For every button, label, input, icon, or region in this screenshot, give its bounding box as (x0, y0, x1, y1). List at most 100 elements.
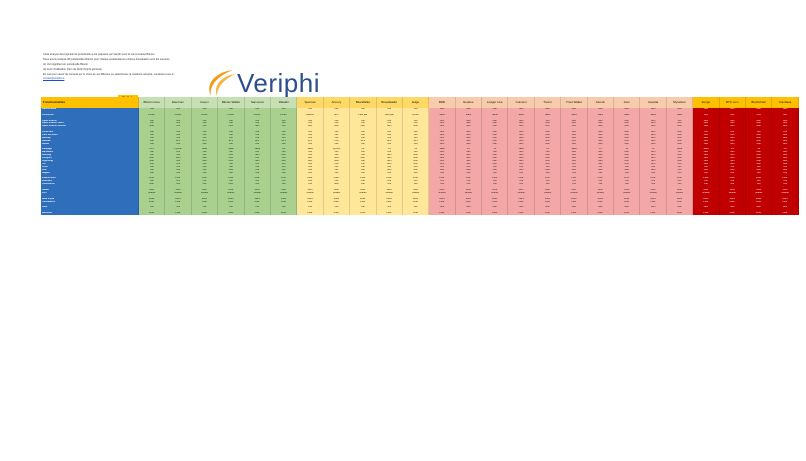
table-cell[interactable]: Non (297, 125, 324, 129)
table-cell[interactable] (772, 203, 799, 207)
table-cell[interactable]: JS (640, 148, 667, 152)
table-cell[interactable]: Oui (165, 183, 192, 187)
table-cell[interactable] (719, 145, 746, 149)
table-cell[interactable]: N/A (745, 113, 773, 117)
table-cell[interactable]: Non (666, 206, 694, 210)
table-cell[interactable]: Actif (693, 188, 720, 192)
table-cell[interactable]: Actif (402, 188, 430, 192)
table-cell[interactable]: Oui (402, 171, 430, 175)
table-cell[interactable]: Actif (534, 188, 562, 192)
table-cell[interactable]: Plus. (270, 212, 298, 215)
table-cell[interactable]: Non (561, 134, 588, 137)
table-cell[interactable] (719, 209, 746, 213)
table-cell[interactable]: Oui (191, 136, 219, 140)
table-cell[interactable]: Java (429, 148, 456, 152)
table-cell[interactable] (376, 174, 403, 178)
table-cell[interactable]: Actif (561, 188, 588, 192)
table-cell[interactable] (297, 116, 324, 120)
table-cell[interactable]: Plus. (614, 200, 641, 204)
table-cell[interactable] (693, 110, 720, 114)
table-cell[interactable]: Oui (640, 180, 667, 184)
table-cell[interactable] (614, 110, 641, 114)
table-cell[interactable] (244, 186, 271, 189)
table-cell[interactable]: Oui (165, 154, 192, 158)
table-cell[interactable]: JS (455, 148, 483, 152)
table-cell[interactable]: Oui (323, 206, 351, 210)
table-cell[interactable] (429, 174, 456, 178)
table-cell[interactable]: Plus. (165, 212, 192, 215)
table-cell[interactable] (614, 116, 641, 120)
table-cell[interactable]: SPV (350, 139, 377, 143)
table-cell[interactable]: Oui (429, 171, 456, 175)
table-cell[interactable]: Oui (218, 108, 245, 111)
table-cell[interactable] (270, 203, 298, 207)
table-cell[interactable]: Oui (297, 206, 324, 210)
table-cell[interactable]: Non (693, 154, 720, 158)
table-cell[interactable]: Oui (244, 162, 271, 166)
table-cell[interactable]: Non (508, 119, 535, 123)
table-cell[interactable]: Oui (534, 119, 562, 123)
table-cell[interactable] (561, 209, 588, 213)
table-cell[interactable]: Actif (719, 188, 746, 192)
table-cell[interactable] (323, 203, 351, 207)
table-cell[interactable] (482, 116, 509, 120)
table-cell[interactable]: Sans (508, 113, 535, 117)
table-cell[interactable]: 2021 (561, 197, 588, 201)
table-cell[interactable] (587, 110, 615, 114)
table-cell[interactable]: Oui (165, 134, 192, 137)
table-cell[interactable]: Non (587, 122, 615, 126)
column-header[interactable]: Guarda (640, 97, 667, 108)
table-cell[interactable]: Non (376, 162, 403, 166)
table-cell[interactable] (191, 203, 219, 207)
table-cell[interactable] (561, 145, 588, 149)
table-cell[interactable]: Java (191, 148, 219, 152)
table-cell[interactable]: Gratuit (693, 191, 720, 195)
table-cell[interactable]: Non (534, 160, 562, 163)
table-cell[interactable]: Oui (323, 171, 351, 175)
table-cell[interactable]: Non (745, 151, 773, 155)
table-cell[interactable]: Oui (297, 108, 324, 111)
table-cell[interactable] (165, 209, 192, 213)
table-cell[interactable]: Non (429, 119, 456, 123)
column-header[interactable]: Mycelium (666, 97, 694, 108)
table-cell[interactable]: Oui (244, 122, 271, 126)
table-cell[interactable]: Non (218, 160, 245, 163)
table-cell[interactable] (587, 209, 615, 213)
table-cell[interactable]: Non (508, 136, 535, 140)
table-cell[interactable]: Non (745, 168, 773, 172)
column-header[interactable]: Ledger Live (482, 97, 509, 108)
table-cell[interactable] (376, 145, 403, 149)
table-cell[interactable]: Non (218, 125, 245, 129)
table-cell[interactable]: Plus. (534, 177, 562, 181)
table-cell[interactable] (139, 174, 166, 178)
table-cell[interactable]: Plus. (482, 200, 509, 204)
table-cell[interactable] (244, 116, 271, 120)
table-cell[interactable]: 2021 (165, 197, 192, 201)
table-cell[interactable]: Oui (561, 165, 588, 169)
table-cell[interactable]: Oui (297, 162, 324, 166)
table-cell[interactable]: 2021 (482, 197, 509, 201)
table-cell[interactable]: 2021 (297, 197, 324, 201)
table-cell[interactable]: Oui (270, 108, 298, 111)
table-cell[interactable]: Non (429, 206, 456, 210)
table-cell[interactable]: Non (719, 136, 746, 140)
table-cell[interactable]: Gratuit (165, 191, 192, 195)
table-cell[interactable]: Non (561, 168, 588, 172)
table-cell[interactable]: Non (693, 142, 720, 146)
table-cell[interactable] (534, 145, 562, 149)
table-cell[interactable]: Non (719, 151, 746, 155)
table-cell[interactable]: Non (640, 157, 667, 161)
table-cell[interactable]: Plus. (772, 212, 799, 215)
table-cell[interactable]: Non (561, 151, 588, 155)
table-cell[interactable]: Gratuit (561, 191, 588, 195)
table-cell[interactable]: Non (534, 142, 562, 146)
table-cell[interactable]: Non (587, 157, 615, 161)
table-cell[interactable] (429, 203, 456, 207)
table-cell[interactable] (402, 209, 430, 213)
table-cell[interactable]: Non (772, 122, 799, 126)
table-cell[interactable] (165, 174, 192, 178)
table-cell[interactable]: Non (455, 142, 483, 146)
table-cell[interactable]: Plus. (218, 177, 245, 181)
table-cell[interactable] (640, 116, 667, 120)
table-cell[interactable] (508, 194, 535, 198)
